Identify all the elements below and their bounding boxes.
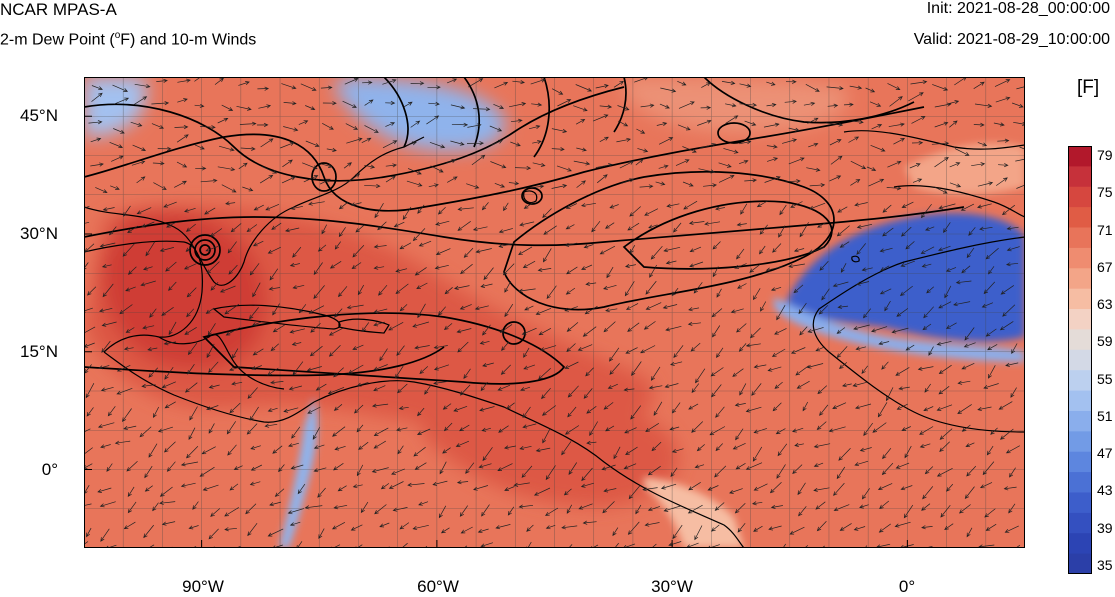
lat-label-30n: 30°N <box>8 224 58 244</box>
lon-label-60w: 60°W <box>408 577 468 597</box>
lat-label-45n: 45°N <box>8 106 58 126</box>
colorbar <box>1068 146 1092 574</box>
colorbar-block <box>1068 228 1092 249</box>
colorbar-block <box>1068 513 1092 534</box>
colorbar-unit: [F] <box>1077 77 1099 99</box>
colorbar-blocks <box>1068 146 1092 574</box>
colorbar-block <box>1068 492 1092 513</box>
colorbar-block <box>1068 431 1092 452</box>
lat-label-15n: 15°N <box>8 342 58 362</box>
lat-label-0: 0° <box>8 460 58 480</box>
lon-label-90w: 90°W <box>173 577 233 597</box>
subtitle-part-2: F) and 10-m Winds <box>120 31 256 48</box>
chart-title: NCAR MPAS-A <box>0 0 117 20</box>
colorbar-block <box>1068 187 1092 208</box>
colorbar-block <box>1068 533 1092 554</box>
colorbar-label: 51 <box>1097 408 1113 424</box>
colorbar-block <box>1068 411 1092 432</box>
init-time: Init: 2021-08-28_00:00:00 <box>927 0 1110 18</box>
colorbar-block <box>1068 329 1092 350</box>
colorbar-block <box>1068 391 1092 412</box>
colorbar-label: 39 <box>1097 520 1113 536</box>
colorbar-block <box>1068 309 1092 330</box>
valid-time: Valid: 2021-08-29_10:00:00 <box>914 31 1110 49</box>
colorbar-block <box>1068 207 1092 228</box>
colorbar-block <box>1068 248 1092 269</box>
colorbar-block <box>1068 452 1092 473</box>
colorbar-label: 75 <box>1097 184 1113 200</box>
colorbar-label: 35 <box>1097 557 1113 573</box>
colorbar-block <box>1068 370 1092 391</box>
colorbar-block <box>1068 146 1092 167</box>
colorbar-label: 55 <box>1097 371 1113 387</box>
chart-subtitle: 2-m Dew Point (oF) and 10-m Winds <box>0 30 256 49</box>
colorbar-label: 67 <box>1097 259 1113 275</box>
lon-label-30w: 30°W <box>642 577 702 597</box>
colorbar-block <box>1068 289 1092 310</box>
subtitle-part-1: 2-m Dew Point ( <box>0 31 115 48</box>
colorbar-block <box>1068 166 1092 187</box>
colorbar-label: 59 <box>1097 333 1113 349</box>
dewpoint-map <box>84 77 1025 548</box>
colorbar-label: 47 <box>1097 445 1113 461</box>
colorbar-label: 43 <box>1097 482 1113 498</box>
colorbar-label: 71 <box>1097 222 1113 238</box>
colorbar-block <box>1068 350 1092 371</box>
colorbar-block <box>1068 472 1092 493</box>
lon-label-0: 0° <box>877 577 937 597</box>
colorbar-label: 63 <box>1097 296 1113 312</box>
colorbar-block <box>1068 268 1092 289</box>
colorbar-label: 79 <box>1097 147 1113 163</box>
colorbar-block <box>1068 554 1092 574</box>
